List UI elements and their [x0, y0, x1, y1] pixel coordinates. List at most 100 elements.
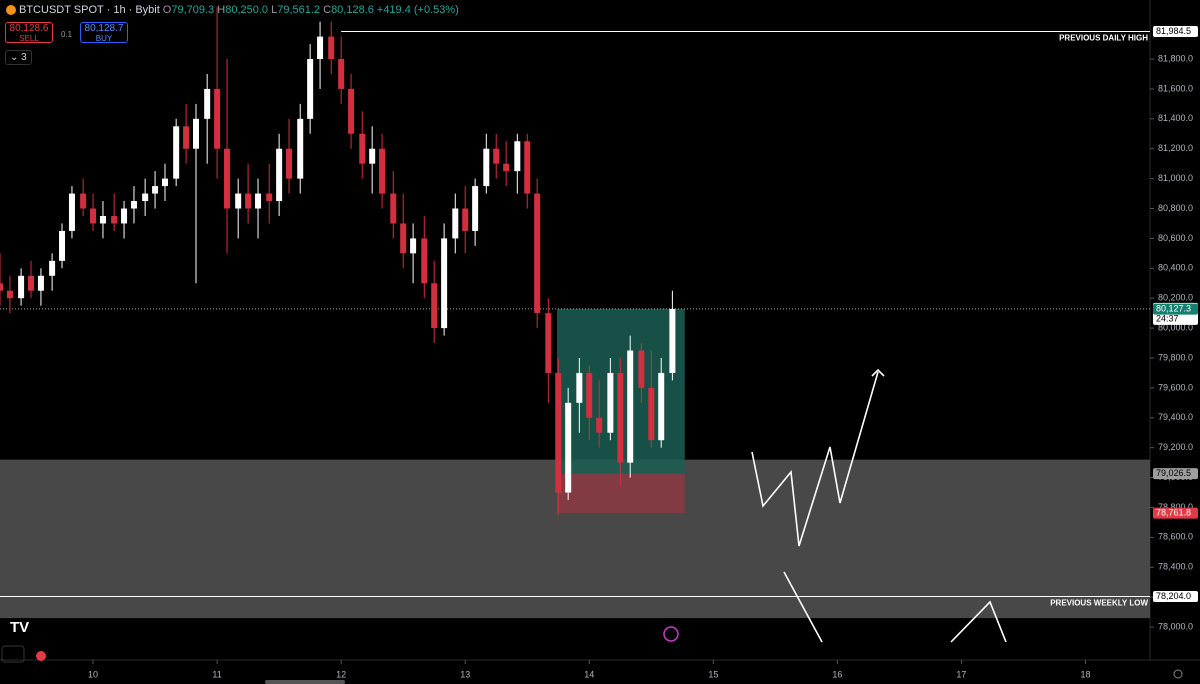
candle-body: [431, 283, 438, 329]
ohlc-key: O: [162, 4, 172, 16]
candle-body: [441, 238, 448, 329]
arrow-head: [871, 368, 885, 377]
candle-body: [607, 372, 614, 433]
candle-body: [214, 88, 221, 149]
candle-body: [359, 133, 366, 164]
candle-body: [462, 208, 469, 231]
x-tick-label: 18: [1080, 669, 1090, 679]
header: BTCUSDT SPOT · 1h · Bybit O79,709.3 H80,…: [0, 0, 459, 20]
candle-body: [6, 290, 13, 299]
y-tick-label: 78,800.0: [1158, 502, 1193, 512]
price-tag-label: 78,204.0: [1156, 591, 1191, 601]
indicators-toggle[interactable]: ⌄ 3: [5, 50, 32, 65]
candle-body: [193, 118, 200, 149]
y-tick-label: 81,200.0: [1158, 143, 1193, 153]
candle-body: [37, 275, 44, 291]
ohlc-value: 80,128.6: [331, 4, 374, 16]
candle-body: [586, 372, 593, 418]
y-tick-label: 80,800.0: [1158, 203, 1193, 213]
candle-body: [669, 308, 676, 373]
candle-body: [627, 350, 634, 463]
y-tick-label: 79,600.0: [1158, 382, 1193, 392]
collapse-button[interactable]: [1, 645, 25, 663]
candle-body: [638, 350, 645, 388]
price-tag-label: 81,984.5: [1156, 26, 1191, 36]
candle-body: [400, 223, 407, 254]
buy-price: 80,128.7: [84, 23, 124, 34]
candle-body: [421, 238, 428, 284]
candle-body: [565, 402, 572, 493]
candle-body: [545, 313, 552, 373]
ohlc-key: H: [217, 4, 226, 16]
candle-body: [483, 148, 490, 187]
candle-body: [266, 193, 273, 202]
symbol: BTCUSDT SPOT · 1h · Bybit: [19, 4, 160, 16]
y-tick-label: 79,800.0: [1158, 352, 1193, 362]
candle-body: [307, 59, 314, 119]
sell-button[interactable]: 80,128.6 SELL: [5, 22, 53, 43]
candle-body: [18, 275, 25, 299]
candle-body: [286, 148, 293, 179]
buy-label: BUY: [95, 34, 113, 43]
price-tag-label: 79,026.5: [1156, 468, 1191, 478]
lightning-icon[interactable]: [663, 626, 679, 642]
price-tag: [1153, 25, 1198, 37]
candle-body: [99, 215, 106, 224]
candle-body: [493, 148, 500, 164]
candle-body: [111, 215, 118, 224]
ohlc-value: 80,250.0: [225, 4, 269, 16]
level-label: PREVIOUS WEEKLY LOW: [1050, 599, 1148, 608]
candle-body: [452, 208, 459, 239]
candle-body: [68, 193, 75, 231]
scroll-handle[interactable]: [265, 680, 345, 684]
drawings: [751, 368, 1007, 643]
projection-path: [950, 600, 1007, 643]
candle-body: [90, 208, 97, 224]
y-tick-label: 80,200.0: [1158, 293, 1193, 303]
candle-body: [514, 141, 521, 172]
settings-icon[interactable]: [1173, 669, 1183, 679]
candle-body: [80, 193, 87, 209]
x-tick-label: 15: [708, 669, 718, 679]
candle-body: [317, 36, 324, 60]
price-tag: [1153, 468, 1198, 480]
candle-body: [576, 372, 583, 403]
y-tick-label: 80,600.0: [1158, 233, 1193, 243]
buy-button[interactable]: 80,128.7 BUY: [80, 22, 128, 43]
x-tick-label: 13: [460, 669, 470, 679]
candle-body: [59, 230, 66, 261]
candle-body: [648, 387, 655, 441]
candle-body: [130, 201, 137, 209]
y-tick-label: 80,000.0: [1158, 322, 1193, 332]
candle-body: [555, 372, 562, 493]
candle-body: [28, 275, 35, 291]
coin-icon: [6, 5, 16, 15]
y-tick-label: 79,400.0: [1158, 412, 1193, 422]
candle-body: [121, 208, 128, 224]
y-tick-label: 79,200.0: [1158, 442, 1193, 452]
candle-body: [276, 148, 283, 202]
sell-label: SELL: [19, 34, 39, 43]
candle-body: [142, 193, 149, 202]
candle-body: [161, 178, 168, 187]
projection-path: [751, 371, 879, 547]
candle-body: [617, 372, 624, 463]
candle-body: [596, 417, 603, 433]
price-tag-label: 78,761.8: [1156, 508, 1191, 518]
indicator-count: 3: [21, 52, 27, 63]
level-label: PREVIOUS DAILY HIGH: [1059, 34, 1148, 43]
ohlc-value: 79,561.2: [277, 4, 321, 16]
y-tick-label: 78,000.0: [1158, 621, 1193, 631]
y-tick-label: 78,400.0: [1158, 562, 1193, 572]
candle-body: [658, 372, 665, 441]
candle-body: [173, 126, 180, 179]
candle-body: [245, 193, 252, 209]
sell-price: 80,128.6: [9, 23, 49, 34]
candle-body: [390, 193, 397, 224]
price-tag-countdown: 24:37: [1156, 313, 1179, 323]
projection-path: [783, 571, 823, 643]
candle-body: [328, 36, 335, 60]
alert-icon[interactable]: [36, 651, 46, 661]
